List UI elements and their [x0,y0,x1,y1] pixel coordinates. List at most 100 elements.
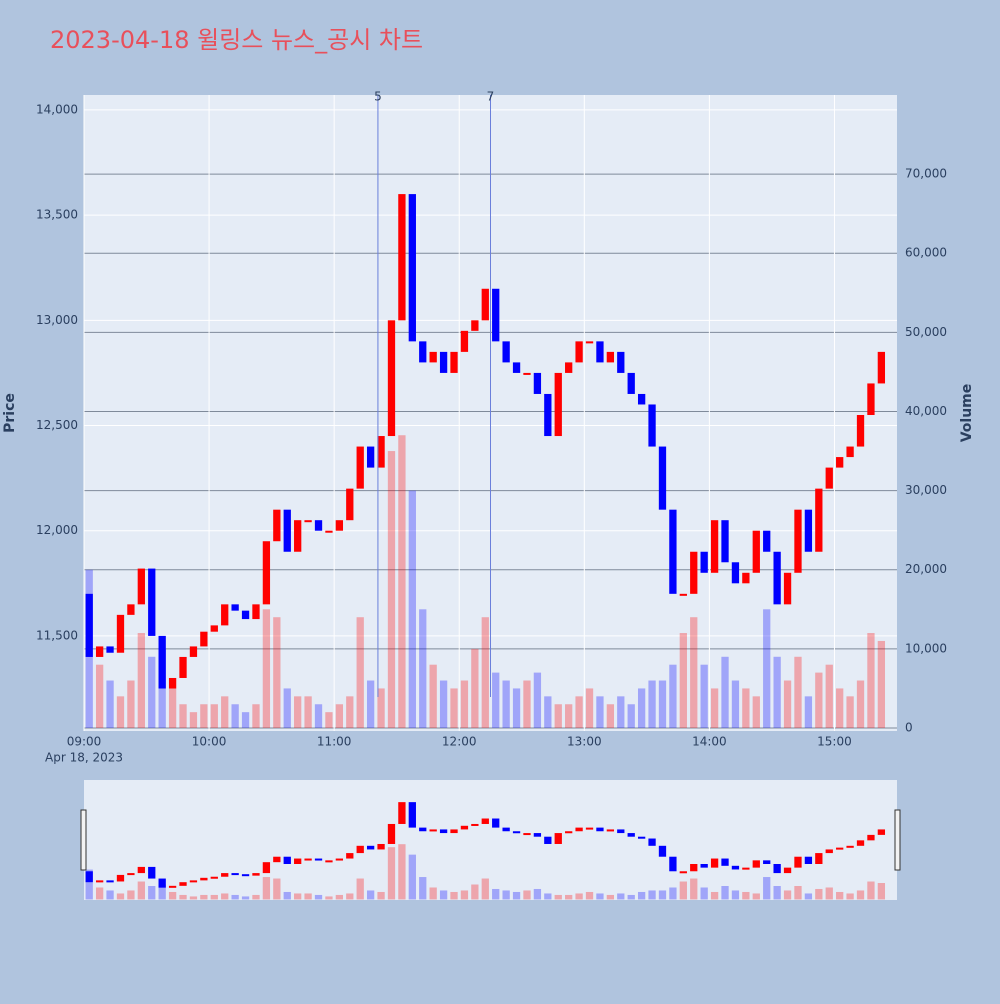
volume-bar [241,712,250,728]
slider-candle [669,856,677,872]
volume-bar [95,664,104,728]
slider-candle [137,866,145,874]
volume-bar [439,680,448,728]
y2-tick-label: 10,000 [905,641,947,655]
slider-candle [356,845,364,854]
y2-tick-label: 70,000 [905,167,947,181]
candle [533,372,542,394]
volume-bar [200,704,208,728]
slider-handle[interactable] [80,809,87,871]
slider-volume-bar [450,891,458,900]
candle [846,446,854,458]
candle [325,530,333,533]
slider-candle [523,833,531,836]
candle [742,572,750,584]
candle [200,631,208,647]
volume-bar [366,680,375,728]
volume-bar [387,451,396,728]
y-tick-label: 12,500 [36,418,78,432]
slider-volume-bar [408,854,416,900]
y2-tick-label: 50,000 [905,325,947,339]
slider-candle [742,867,750,870]
slider-candle [752,860,760,868]
slider-volume-bar [127,890,135,900]
slider-volume-bar [867,881,875,900]
candle [314,520,323,531]
volume-bar [398,435,406,728]
slider-volume-bar [481,878,489,900]
volume-bar [554,704,562,728]
slider-candle [710,858,719,868]
candle [471,320,479,331]
candle [606,351,615,363]
y2-axis-title: Volume [959,384,975,443]
slider-volume-bar [377,891,385,900]
slider-volume-bar [596,893,604,900]
volume-bar [867,633,875,728]
slider-candle [158,878,166,888]
candle [283,509,291,552]
volume-bar [512,688,521,728]
candle [721,520,729,563]
candle [627,372,635,394]
slider-candle [773,863,781,874]
volume-bar [335,704,344,728]
candle [450,351,458,373]
slider-candle [439,829,448,834]
candle [241,610,250,620]
volume-bar [314,704,323,728]
slider-handle[interactable] [894,809,901,871]
candle [116,614,125,653]
volume-bar [294,696,302,728]
slider-candle [617,829,625,834]
slider-volume-bar [137,881,145,900]
candle [127,604,135,615]
slider-volume-bar [210,894,218,900]
slider-candle [804,856,813,864]
volume-bar [210,704,218,728]
slider-volume-bar [523,890,531,900]
slider-volume-bar [429,887,437,900]
slider-candle [85,871,93,883]
y-tick-label: 14,000 [36,102,78,116]
range-slider[interactable] [84,780,897,900]
slider-candle [877,829,886,835]
volume-bar [221,696,229,728]
x-tick-label: 09:00 [67,735,102,749]
y-tick-label: 13,500 [36,208,78,222]
candle [335,520,344,531]
y-tick-label: 12,000 [36,523,78,537]
slider-volume-bar [679,881,687,900]
y2-tick-label: 40,000 [905,404,947,418]
slider-volume-bar [346,893,354,900]
volume-bar [127,680,135,728]
volume-bar [648,680,656,728]
volume-bar [658,680,667,728]
slider-candle [846,845,854,848]
slider-volume-bar [471,884,479,900]
slider-candle [366,845,375,850]
candle [554,372,562,437]
candle [783,572,792,605]
chart-title: 2023-04-18 윌링스 뉴스_공시 차트 [50,26,423,54]
volume-bar [523,680,531,728]
candle [158,635,166,689]
slider-volume-bar [731,890,740,900]
slider-candle [565,831,573,834]
annotation-label: 7 [487,90,495,104]
volume-bar [179,704,187,728]
slider-candle [429,829,437,832]
candle [262,541,271,605]
slider-candle [606,829,615,832]
volume-bar [325,712,333,728]
slider-volume-bar [492,888,500,900]
slider-volume-bar [148,885,156,900]
candle [460,330,469,352]
slider-candle [294,858,302,864]
slider-candle [419,827,427,832]
volume-bar [460,680,469,728]
candle [836,457,844,468]
slider-volume-bar [637,891,646,900]
candle [95,646,104,657]
slider-volume-bar [742,891,750,900]
